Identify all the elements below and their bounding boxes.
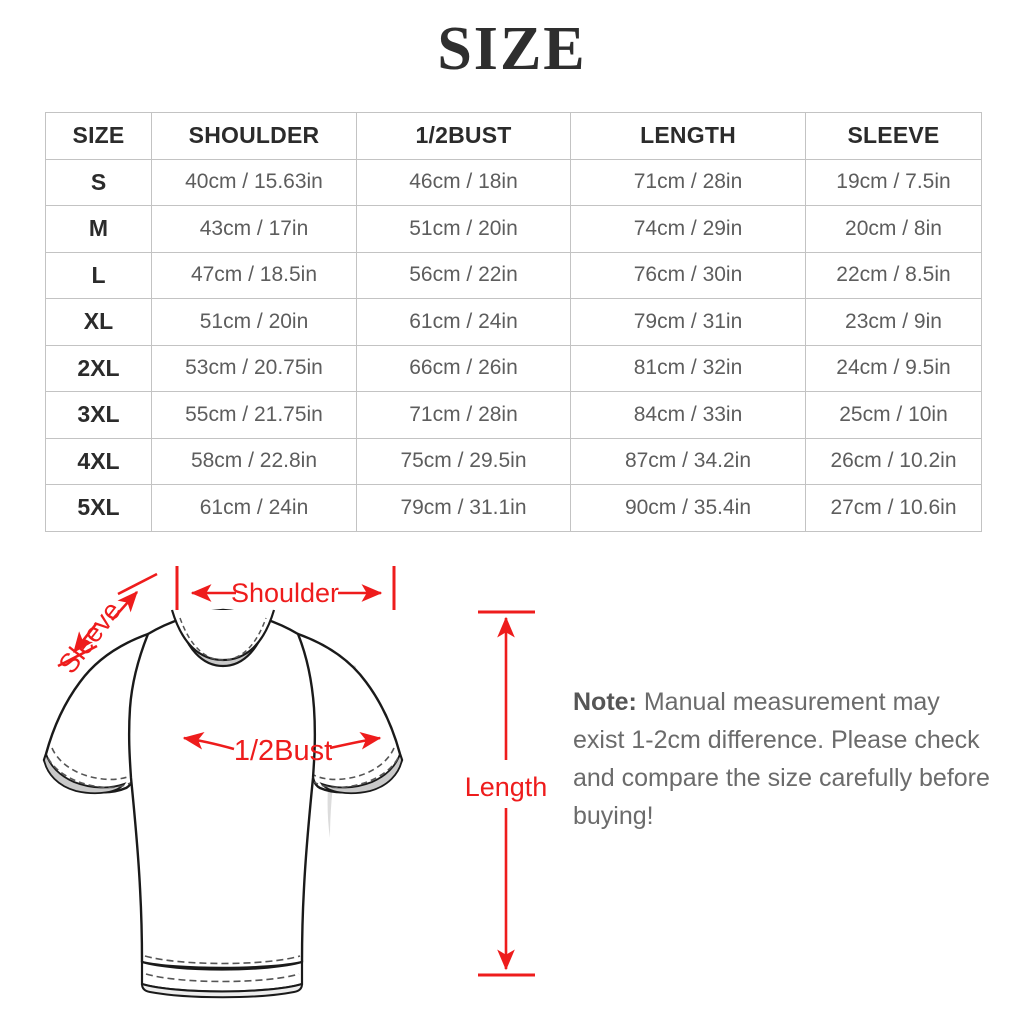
cell-length: 90cm / 35.4in: [570, 484, 806, 532]
table-row: S 40cm / 15.63in 46cm / 18in 71cm / 28in…: [45, 158, 982, 206]
size-chart-table: SIZE SHOULDER 1/2BUST LENGTH SLEEVE S 40…: [45, 112, 982, 532]
cell-size: 4XL: [45, 437, 152, 485]
cell-shoulder: 47cm / 18.5in: [151, 251, 357, 299]
note-block: Note: Manual measurement may exist 1-2cm…: [573, 683, 993, 835]
cell-bust: 46cm / 18in: [356, 158, 571, 206]
cell-shoulder: 43cm / 17in: [151, 205, 357, 253]
size-chart-table-container: SIZE SHOULDER 1/2BUST LENGTH SLEEVE S 40…: [45, 112, 982, 532]
bust-label: 1/2Bust: [234, 735, 332, 767]
table-row: 2XL 53cm / 20.75in 66cm / 26in 81cm / 32…: [45, 344, 982, 392]
table-row: L 47cm / 18.5in 56cm / 22in 76cm / 30in …: [45, 251, 982, 299]
cell-length: 87cm / 34.2in: [570, 437, 806, 485]
cell-bust: 61cm / 24in: [356, 298, 571, 346]
cell-length: 71cm / 28in: [570, 158, 806, 206]
cell-bust: 79cm / 31.1in: [356, 484, 571, 532]
cell-bust: 71cm / 28in: [356, 391, 571, 439]
cell-sleeve: 19cm / 7.5in: [805, 158, 982, 206]
page-title: SIZE: [437, 15, 587, 83]
column-header-size: SIZE: [45, 112, 152, 160]
cell-length: 81cm / 32in: [570, 344, 806, 392]
note-text: Manual measurement may exist 1-2cm diffe…: [573, 688, 990, 830]
cell-sleeve: 23cm / 9in: [805, 298, 982, 346]
length-label: Length: [465, 772, 548, 802]
cell-shoulder: 58cm / 22.8in: [151, 437, 357, 485]
length-measure-annotation: [478, 610, 535, 977]
column-header-bust: 1/2BUST: [356, 112, 571, 160]
cell-length: 79cm / 31in: [570, 298, 806, 346]
cell-sleeve: 22cm / 8.5in: [805, 251, 982, 299]
cell-sleeve: 25cm / 10in: [805, 391, 982, 439]
cell-size: S: [45, 158, 152, 206]
column-header-length: LENGTH: [570, 112, 806, 160]
tshirt-icon: [42, 608, 404, 999]
cell-shoulder: 55cm / 21.75in: [151, 391, 357, 439]
column-header-shoulder: SHOULDER: [151, 112, 357, 160]
cell-bust: 75cm / 29.5in: [356, 437, 571, 485]
shoulder-measure-annotation: [175, 566, 396, 610]
cell-sleeve: 24cm / 9.5in: [805, 344, 982, 392]
bust-measure-annotation: [182, 732, 382, 751]
table-row: 4XL 58cm / 22.8in 75cm / 29.5in 87cm / 3…: [45, 437, 982, 485]
cell-length: 84cm / 33in: [570, 391, 806, 439]
table-row: 3XL 55cm / 21.75in 71cm / 28in 84cm / 33…: [45, 391, 982, 439]
table-row: XL 51cm / 20in 61cm / 24in 79cm / 31in 2…: [45, 298, 982, 346]
cell-bust: 56cm / 22in: [356, 251, 571, 299]
cell-shoulder: 51cm / 20in: [151, 298, 357, 346]
column-header-sleeve: SLEEVE: [805, 112, 982, 160]
cell-size: 2XL: [45, 344, 152, 392]
cell-size: 5XL: [45, 484, 152, 532]
sleeve-measure-annotation: [57, 572, 158, 668]
cell-bust: 51cm / 20in: [356, 205, 571, 253]
table-header-row: SIZE SHOULDER 1/2BUST LENGTH SLEEVE: [45, 112, 982, 160]
cell-sleeve: 26cm / 10.2in: [805, 437, 982, 485]
cell-size: L: [45, 251, 152, 299]
note-label: Note:: [573, 688, 637, 716]
cell-bust: 66cm / 26in: [356, 344, 571, 392]
cell-shoulder: 40cm / 15.63in: [151, 158, 357, 206]
cell-size: M: [45, 205, 152, 253]
cell-shoulder: 61cm / 24in: [151, 484, 357, 532]
table-row: M 43cm / 17in 51cm / 20in 74cm / 29in 20…: [45, 205, 982, 253]
cell-size: XL: [45, 298, 152, 346]
shoulder-label: Shoulder: [231, 578, 339, 608]
tshirt-measurement-diagram: Shoulder Sleeve 1/2Bust Length: [0, 548, 1024, 1024]
cell-length: 76cm / 30in: [570, 251, 806, 299]
table-row: 5XL 61cm / 24in 79cm / 31.1in 90cm / 35.…: [45, 484, 982, 532]
cell-sleeve: 20cm / 8in: [805, 205, 982, 253]
cell-shoulder: 53cm / 20.75in: [151, 344, 357, 392]
cell-length: 74cm / 29in: [570, 205, 806, 253]
cell-size: 3XL: [45, 391, 152, 439]
cell-sleeve: 27cm / 10.6in: [805, 484, 982, 532]
